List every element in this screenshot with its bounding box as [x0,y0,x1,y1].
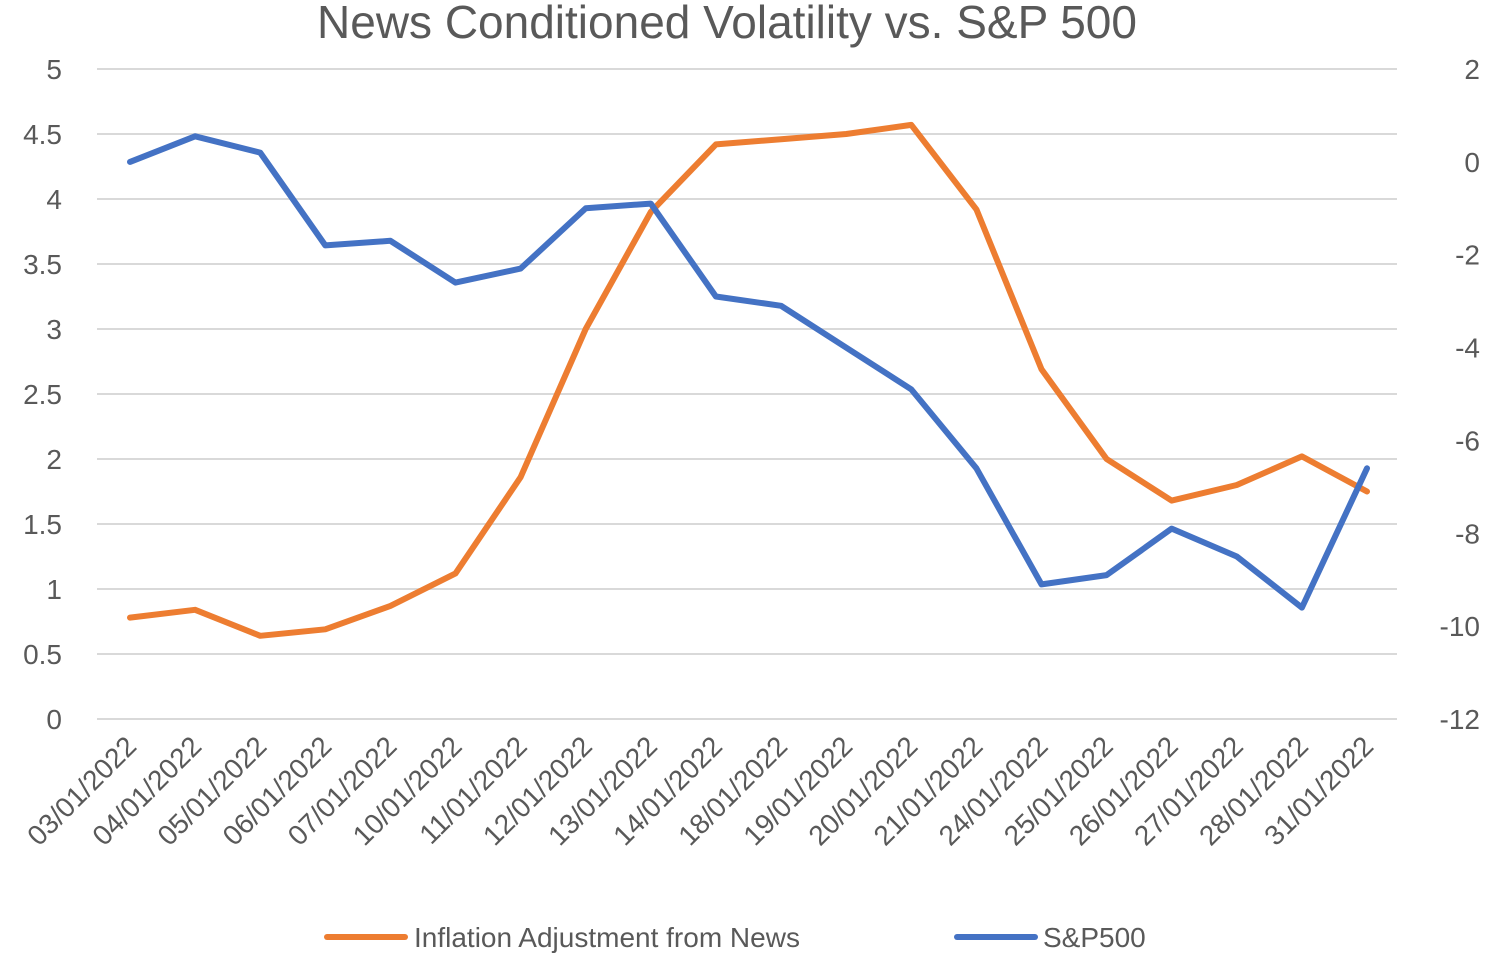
data-point-sp500 [194,135,196,137]
data-point-sp500 [1106,574,1108,576]
legend: Inflation Adjustment from News S&P500 [324,922,1146,953]
data-point-inflation [520,476,522,478]
data-point-inflation [910,124,912,126]
left-tick-label: 1 [46,574,62,605]
data-point-sp500 [1040,583,1042,585]
right-axis-ticks: -12 -10 -8 -6 -4 -2 0 2 [1440,54,1480,735]
data-point-inflation [324,628,326,630]
right-tick-label: -2 [1455,240,1480,271]
series-line-sp500 [127,133,1370,611]
data-point-sp500 [780,305,782,307]
right-tick-label: -10 [1440,611,1480,642]
data-point-inflation [1366,491,1368,492]
data-point-inflation [975,208,977,210]
x-axis-ticks: 03/01/202204/01/202205/01/202206/01/2022… [21,730,1379,851]
data-point-sp500 [910,388,912,390]
data-point-sp500 [650,203,652,205]
chart-title: News Conditioned Volatility vs. S&P 500 [317,0,1137,48]
right-tick-label: -8 [1455,518,1480,549]
data-point-inflation [455,572,457,574]
right-tick-label: -6 [1455,425,1480,456]
left-tick-label: 3.5 [23,249,62,280]
left-tick-label: 3 [46,314,62,345]
data-point-inflation [585,328,587,330]
data-point-inflation [715,143,717,145]
data-point-sp500 [129,161,131,163]
left-tick-label: 4.5 [23,119,62,150]
data-point-sp500 [1171,528,1173,530]
data-point-sp500 [455,282,457,284]
data-point-inflation [1106,458,1108,460]
data-point-sp500 [259,152,261,154]
left-tick-label: 1.5 [23,509,62,540]
data-point-sp500 [1236,556,1238,557]
data-point-sp500 [389,240,391,242]
right-tick-label: 0 [1464,147,1480,178]
right-tick-label: -4 [1455,333,1480,364]
data-point-sp500 [845,347,847,349]
data-point-inflation [1301,455,1303,457]
data-point-inflation [780,138,782,140]
legend-label-sp500: S&P500 [1043,922,1146,953]
legend-label-inflation: Inflation Adjustment from News [414,922,800,953]
data-point-inflation [1236,484,1238,486]
data-point-inflation [389,605,391,607]
data-point-sp500 [324,244,326,246]
data-point-inflation [1171,500,1173,502]
data-point-inflation [259,635,261,637]
series-line-inflation [127,121,1370,639]
left-tick-label: 0.5 [23,639,62,670]
left-tick-label: 0 [46,704,62,735]
left-tick-label: 4 [46,184,62,215]
left-tick-label: 2.5 [23,379,62,410]
data-point-sp500 [585,207,587,209]
right-tick-label: -12 [1440,704,1480,735]
right-tick-label: 2 [1464,54,1480,85]
data-point-sp500 [520,268,522,270]
data-point-inflation [845,133,847,135]
data-point-sp500 [975,467,977,469]
data-point-sp500 [1301,607,1303,609]
data-point-sp500 [1366,467,1368,469]
data-point-sp500 [715,296,717,297]
data-point-inflation [194,609,196,611]
gridlines [97,68,1397,720]
series-layer [127,121,1370,639]
data-point-inflation [650,211,652,213]
left-axis-ticks: 0 0.5 1 1.5 2 2.5 3 3.5 4 4.5 5 [23,54,62,735]
left-tick-label: 5 [46,54,62,85]
left-tick-label: 2 [46,444,62,475]
data-point-inflation [1040,368,1042,370]
data-point-inflation [129,617,131,619]
